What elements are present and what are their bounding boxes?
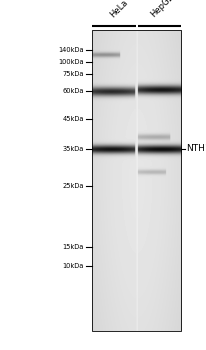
- Text: HepG2: HepG2: [148, 0, 175, 19]
- Text: 75kDa: 75kDa: [62, 70, 83, 77]
- Text: 140kDa: 140kDa: [58, 47, 83, 53]
- Text: 15kDa: 15kDa: [62, 244, 83, 250]
- Text: HeLa: HeLa: [108, 0, 130, 19]
- Text: 10kDa: 10kDa: [62, 263, 83, 269]
- Text: NTH1: NTH1: [185, 144, 206, 153]
- Text: 35kDa: 35kDa: [62, 146, 83, 152]
- Bar: [92, 30, 180, 331]
- Text: 25kDa: 25kDa: [62, 182, 83, 189]
- Text: 60kDa: 60kDa: [62, 88, 83, 94]
- Text: 45kDa: 45kDa: [62, 116, 83, 122]
- Text: 100kDa: 100kDa: [58, 59, 83, 65]
